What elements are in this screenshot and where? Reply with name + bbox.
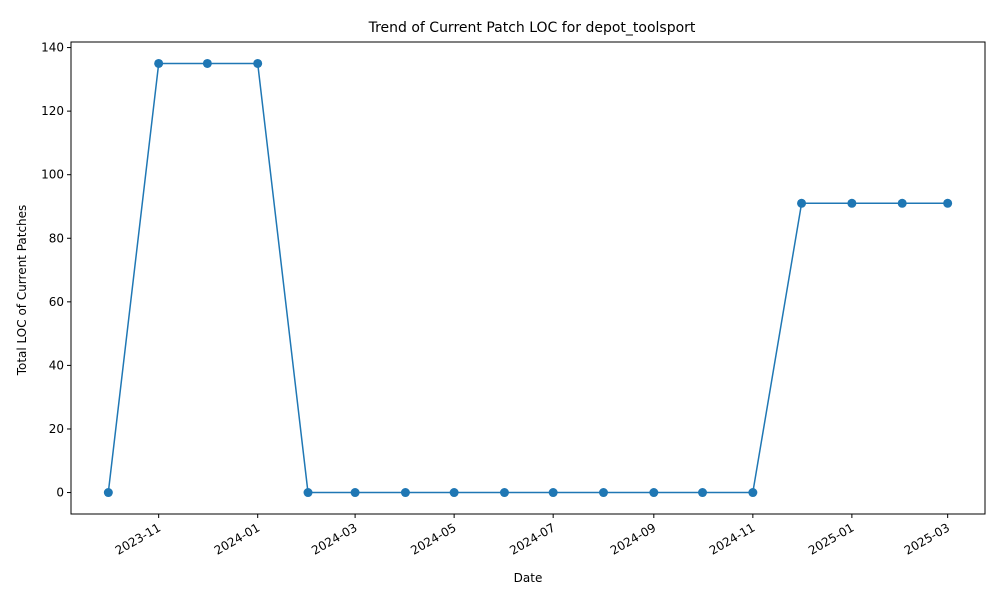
data-point [449,488,459,498]
data-point [499,488,509,498]
data-point [598,488,608,498]
data-point [103,488,113,498]
chart-title: Trend of Current Patch LOC for depot_too… [368,20,696,36]
y-tick-label: 60 [49,295,64,309]
y-axis-label: Total LOC of Current Patches [15,205,29,377]
data-point [202,58,212,68]
data-point [649,488,659,498]
series-markers [103,58,953,498]
y-tick-label: 100 [41,168,64,182]
data-point [897,198,907,208]
data-point [400,488,410,498]
data-point [548,488,558,498]
data-point [847,198,857,208]
data-point [253,58,263,68]
data-point [350,488,360,498]
y-tick-label: 140 [41,41,64,55]
data-point [303,488,313,498]
data-point [797,198,807,208]
data-point [698,488,708,498]
data-point [154,58,164,68]
y-tick-label: 0 [56,486,64,500]
data-point [748,488,758,498]
y-tick-label: 20 [49,422,64,436]
data-point [943,198,953,208]
y-tick-label: 40 [49,358,64,372]
series-line [107,62,948,494]
y-tick-label: 120 [41,104,64,118]
y-axis-ticks: 0 20 40 60 80 100 120 140 [41,41,71,500]
x-axis-label: Date [514,571,543,585]
y-tick-label: 80 [49,231,64,245]
axes-frame [70,41,986,515]
